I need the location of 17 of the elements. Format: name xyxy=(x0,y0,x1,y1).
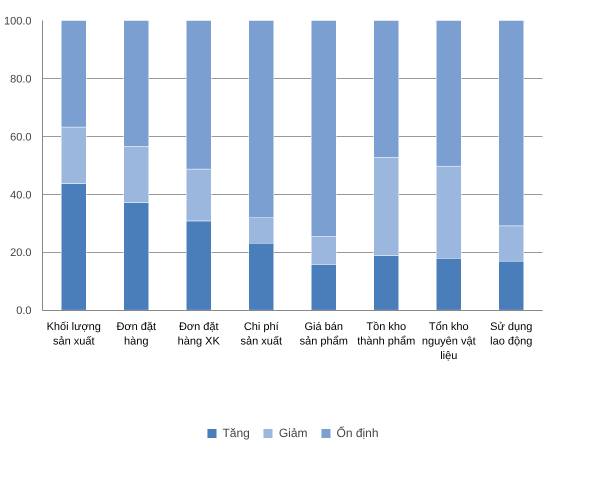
x-tick-label: Tồn kho thành phẩm xyxy=(357,321,416,348)
x-tick-label: Giá bán sản phẩm xyxy=(300,321,348,348)
legend-label: Tăng xyxy=(222,426,250,440)
y-tick-label: 40.0 xyxy=(10,189,32,202)
y-tick-label: 60.0 xyxy=(10,131,32,144)
legend-label: Ổn định xyxy=(336,426,379,440)
x-tick-label: Đơn đặt hàng XK xyxy=(178,321,221,348)
x-tick-label: Đơn đặt hàng xyxy=(116,321,156,348)
y-tick-label: 20.0 xyxy=(10,247,32,260)
x-tick-label: Chi phí sản xuất xyxy=(240,321,282,348)
y-tick-label: 80.0 xyxy=(10,73,32,86)
y-tick-label: 0.0 xyxy=(16,305,32,318)
y-tick-label: 100.0 xyxy=(4,16,32,28)
x-tick-label: Khối lượng sản xuất xyxy=(46,321,101,348)
legend-label: Giảm xyxy=(278,426,308,440)
x-tick-label: Sử dụng lao động xyxy=(490,321,532,348)
x-tick-label: Tổn kho nguyên vật liệu xyxy=(422,321,476,362)
